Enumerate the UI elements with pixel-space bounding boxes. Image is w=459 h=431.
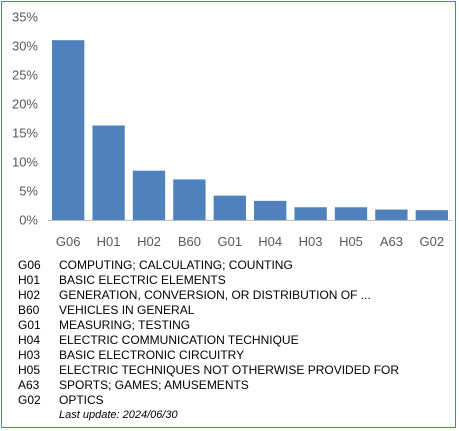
legend-code: H01 <box>18 273 41 287</box>
legend-row: H04 ELECTRIC COMMUNICATION TECHNIQUE <box>18 333 448 348</box>
y-tick-label: 25% <box>12 68 38 83</box>
x-tick-label: G06 <box>56 234 81 249</box>
bar-chart: 0% 5% 10% 15% 20% 25% 30% 35% G06 H01 H02 B60 G01 H0… <box>12 10 452 249</box>
y-tick-label: 35% <box>12 10 38 25</box>
bar-g02 <box>415 210 448 220</box>
x-tick-label: G02 <box>420 234 445 249</box>
bar-h05 <box>334 207 368 220</box>
y-tick-label: 0% <box>19 213 38 228</box>
x-tick-label: H04 <box>258 234 282 249</box>
legend-code: H02 <box>18 288 41 302</box>
legend-description: COMPUTING; CALCULATING; COUNTING <box>59 258 293 272</box>
bar-b60 <box>173 179 206 220</box>
x-tick-label: B60 <box>178 234 201 249</box>
legend-description: ELECTRIC COMMUNICATION TECHNIQUE <box>59 333 299 347</box>
legend-code: B60 <box>18 303 40 317</box>
bars <box>52 40 448 221</box>
bar-h04 <box>254 200 287 220</box>
bar-g01 <box>213 195 246 220</box>
last-update: Last update: 2024/06/30 <box>59 409 178 421</box>
x-tick-label: H03 <box>299 234 323 249</box>
bar-h02 <box>132 170 166 220</box>
legend-row: A63 SPORTS; GAMES; AMUSEMENTS <box>18 378 448 393</box>
y-tick-label: 15% <box>12 126 38 141</box>
legend-description: SPORTS; GAMES; AMUSEMENTS <box>59 378 249 392</box>
x-tick-label: H05 <box>339 234 363 249</box>
legend-row: G06 COMPUTING; CALCULATING; COUNTING <box>18 258 448 273</box>
y-axis-ticks: 0% 5% 10% 15% 20% 25% 30% 35% <box>12 10 38 228</box>
legend-row: G01 MEASURING; TESTING <box>18 318 448 333</box>
legend-code: G01 <box>18 318 41 332</box>
legend-description: OPTICS <box>59 393 104 407</box>
legend-description: GENERATION, CONVERSION, OR DISTRIBUTION … <box>59 288 371 302</box>
legend-row: H03 BASIC ELECTRONIC CIRCUITRY <box>18 348 448 363</box>
y-tick-label: 5% <box>19 184 38 199</box>
legend-description: BASIC ELECTRONIC CIRCUITRY <box>59 348 245 362</box>
legend-code: H03 <box>18 348 41 362</box>
legend-code: H05 <box>18 363 41 377</box>
legend-row: H05 ELECTRIC TECHNIQUES NOT OTHERWISE PRO… <box>18 363 448 378</box>
y-tick-label: 20% <box>12 97 38 112</box>
y-tick-label: 10% <box>12 155 38 170</box>
legend-description: MEASURING; TESTING <box>59 318 191 332</box>
legend-row: H01 BASIC ELECTRIC ELEMENTS <box>18 273 448 288</box>
legend-description: VEHICLES IN GENERAL <box>59 303 195 317</box>
legend-row: G02 OPTICS <box>18 393 448 408</box>
x-tick-label: H02 <box>137 234 161 249</box>
legend-code: G06 <box>18 258 41 272</box>
x-axis-ticks: G06 H01 H02 B60 G01 H04 H03 H05 A63 G02 <box>56 234 444 249</box>
x-tick-label: H01 <box>97 234 121 249</box>
legend-code: H04 <box>18 333 41 347</box>
bar-h01 <box>92 125 125 220</box>
legend-description: ELECTRIC TECHNIQUES NOT OTHERWISE PROVID… <box>59 363 400 377</box>
bar-h03 <box>294 207 327 220</box>
legend-code: G02 <box>18 393 41 407</box>
x-tick-label: A63 <box>380 234 403 249</box>
legend-row: H02 GENERATION, CONVERSION, OR DISTRIBUTI… <box>18 288 448 303</box>
bar-a63 <box>375 209 408 220</box>
y-tick-label: 30% <box>12 39 38 54</box>
bar-g06 <box>52 40 85 221</box>
category-legend: G06 COMPUTING; CALCULATING; COUNTING H01 BA… <box>18 258 448 408</box>
legend-description: BASIC ELECTRIC ELEMENTS <box>59 273 226 287</box>
legend-row: B60 VEHICLES IN GENERAL <box>18 303 448 318</box>
x-tick-label: G01 <box>218 234 243 249</box>
legend-code: A63 <box>18 378 40 392</box>
